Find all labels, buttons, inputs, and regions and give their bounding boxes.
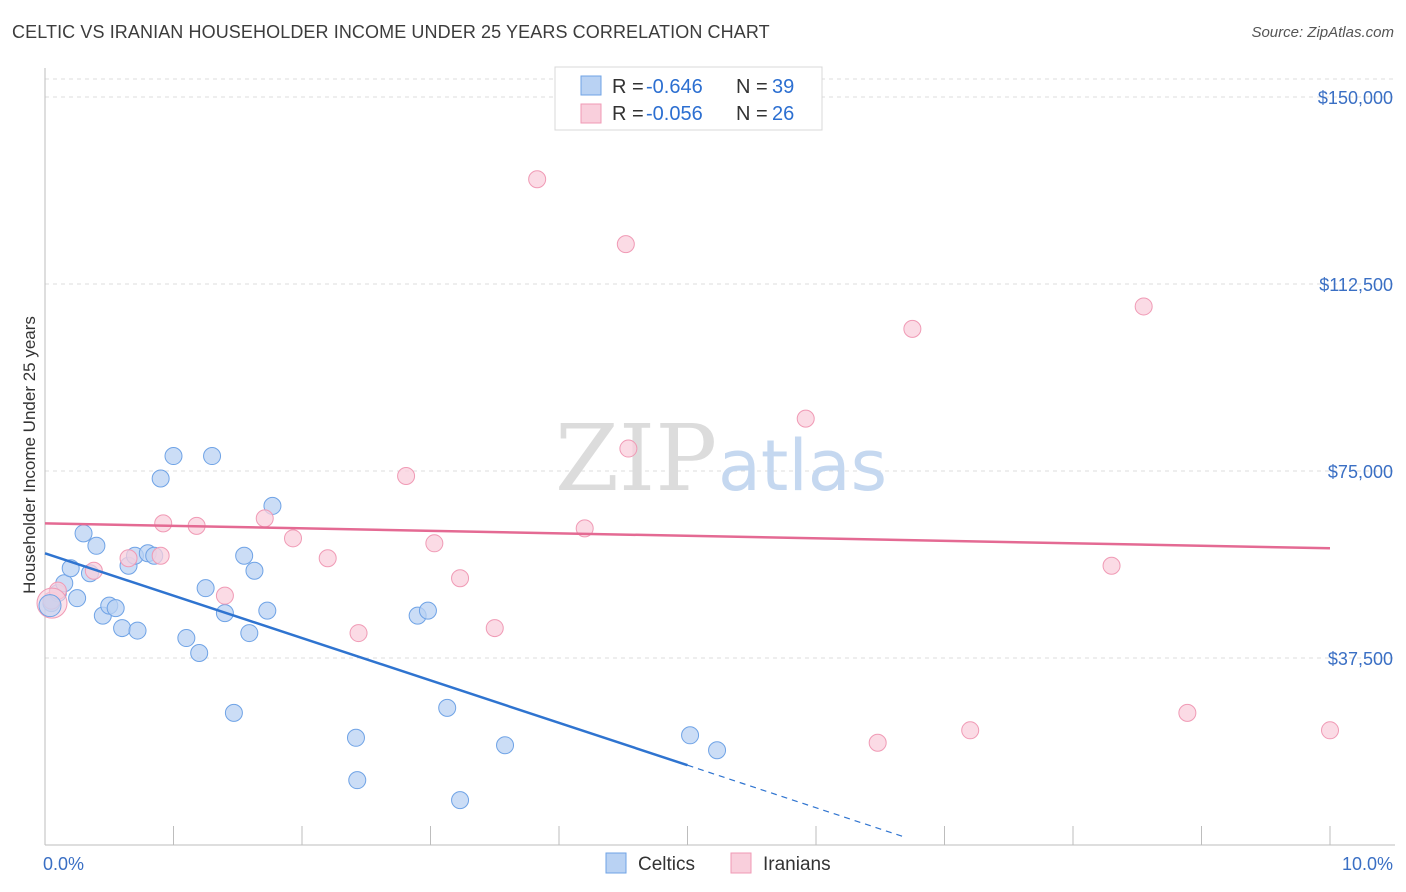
iranians-point-26 <box>1178 703 1197 722</box>
iranians-point-18 <box>616 235 635 254</box>
iranians-point-14 <box>451 569 470 588</box>
iranians-point-11 <box>349 624 368 643</box>
celtics-point-5 <box>74 524 93 543</box>
celtics-point-33 <box>418 601 437 620</box>
celtics-point-35 <box>451 791 470 810</box>
iranians-point-9 <box>284 529 303 548</box>
legend-r-value-iranians: -0.056 <box>646 103 703 125</box>
legend-r-value-celtics: -0.646 <box>646 76 703 98</box>
series-legend-swatch-celtics <box>605 852 627 874</box>
series-legend-label-celtics: Celtics <box>638 854 695 875</box>
iranians-point-3 <box>119 549 138 568</box>
iranians-point-15 <box>485 619 504 638</box>
correlation-legend: R = -0.646 N = 39 R = -0.056 N = 26 <box>554 66 823 131</box>
celtics-point-22 <box>203 447 222 466</box>
iranians-point-21 <box>868 733 887 752</box>
celtics-point-37 <box>681 726 700 745</box>
y-tick-label-2: $112,500 <box>1319 275 1393 295</box>
iranians-point-7 <box>215 586 234 605</box>
iranians-point-8 <box>255 509 274 528</box>
celtics-point-11 <box>113 619 132 638</box>
x-tick-label-1: 10.0% <box>1342 854 1393 874</box>
series-legend: Celtics Iranians <box>605 852 831 875</box>
iranians-point-23 <box>961 721 980 740</box>
legend-swatch-iranians <box>580 103 602 124</box>
celtics-point-21 <box>196 579 215 598</box>
celtics-point-25 <box>235 546 254 565</box>
celtics-point-7 <box>87 536 106 555</box>
series-legend-label-iranians: Iranians <box>763 854 831 875</box>
iranians-point-20 <box>796 409 815 428</box>
watermark-atlas: atlas <box>718 425 887 507</box>
celtics-point-24 <box>224 703 243 722</box>
data-points <box>36 170 1339 810</box>
celtics-point-10 <box>106 599 125 618</box>
iranians-point-13 <box>425 534 444 553</box>
iranians-point-24 <box>1102 556 1121 575</box>
y-tick-label-3: $150,000 <box>1318 88 1393 108</box>
celtics-point-4 <box>68 589 87 608</box>
x-tick-labels: 0.0% 10.0% <box>43 854 1393 874</box>
legend-n-value-iranians: 26 <box>772 103 794 125</box>
celtics-point-19 <box>177 629 196 648</box>
iranians-point-16 <box>528 170 547 189</box>
y-axis-title: Householder Income Under 25 years <box>20 316 39 594</box>
y-tick-label-1: $75,000 <box>1328 462 1393 482</box>
celtics-point-cluster <box>38 594 62 618</box>
iranians-point-22 <box>903 319 922 338</box>
iranians-point-10 <box>318 549 337 568</box>
watermark: ZIP atlas <box>555 405 887 512</box>
celtics-point-31 <box>348 771 367 790</box>
iranians-trend-line <box>44 522 1331 550</box>
celtics-point-28 <box>258 601 277 620</box>
legend-n-label-iranians: N = <box>736 103 768 125</box>
celtics-point-38 <box>708 741 727 760</box>
iranians-point-19 <box>619 439 638 458</box>
iranians-point-5 <box>154 514 173 533</box>
legend-n-label-celtics: N = <box>736 76 768 98</box>
iranians-point-4 <box>151 546 170 565</box>
y-tick-label-0: $37,500 <box>1328 649 1393 669</box>
celtics-point-36 <box>496 736 515 755</box>
x-tick-label-0: 0.0% <box>43 854 84 874</box>
legend-r-label-iranians: R = <box>612 103 644 125</box>
chart-title: CELTIC VS IRANIAN HOUSEHOLDER INCOME UND… <box>12 22 770 42</box>
watermark-zip: ZIP <box>555 405 717 512</box>
celtics-point-20 <box>190 644 209 663</box>
celtics-point-17 <box>151 469 170 488</box>
celtics-point-26 <box>240 624 259 643</box>
iranians-point-25 <box>1134 297 1153 316</box>
legend-r-label-celtics: R = <box>612 76 644 98</box>
celtics-point-14 <box>128 621 147 640</box>
trend-lines <box>44 522 1331 839</box>
source-label: Source: ZipAtlas.com <box>1251 24 1394 41</box>
iranians-point-27 <box>1321 721 1339 740</box>
celtics-point-27 <box>245 561 264 580</box>
series-legend-swatch-iranians <box>730 852 752 874</box>
y-tick-labels: $37,500 $75,000 $112,500 $150,000 <box>1318 88 1393 669</box>
iranians-point-2 <box>84 561 103 580</box>
celtics-point-18 <box>164 447 183 466</box>
iranians-point-12 <box>397 466 416 485</box>
axes <box>44 68 1395 846</box>
legend-n-value-celtics: 39 <box>772 76 794 98</box>
celtics-trend-line <box>44 552 688 767</box>
celtics-point-30 <box>346 728 365 747</box>
celtics-trend-line-extension <box>687 764 907 839</box>
legend-swatch-celtics <box>580 75 602 96</box>
celtics-point-34 <box>438 698 457 717</box>
